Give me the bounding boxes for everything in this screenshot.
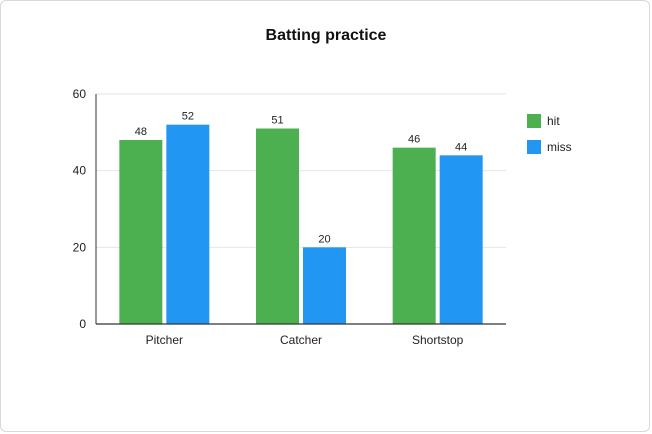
- data-label: 48: [135, 126, 147, 138]
- y-tick-label: 0: [79, 317, 86, 331]
- bar-hit-pitcher: [119, 140, 163, 324]
- data-label: 20: [318, 233, 330, 245]
- bar-hit-shortstop: [392, 147, 436, 324]
- data-label: 44: [455, 141, 467, 153]
- chart-title: Batting practice: [266, 27, 387, 44]
- grid-lines: [96, 93, 506, 248]
- data-label: 46: [408, 134, 420, 146]
- x-tick-label: Catcher: [280, 333, 322, 347]
- data-label: 52: [182, 111, 194, 123]
- legend: hit miss: [527, 114, 572, 154]
- legend-label-miss: miss: [547, 140, 572, 154]
- y-tick-label: 40: [73, 164, 87, 178]
- legend-label-hit: hit: [547, 114, 560, 128]
- bars-group: 48 52 51 20 46 44: [119, 111, 483, 325]
- y-axis: 0 20 40 60: [73, 87, 97, 331]
- bar-miss-shortstop: [439, 155, 483, 324]
- legend-swatch-hit: [527, 114, 541, 128]
- bar-miss-pitcher: [166, 124, 210, 325]
- data-label: 51: [271, 115, 283, 127]
- y-tick-label: 20: [73, 240, 87, 254]
- bar-hit-catcher: [256, 128, 299, 324]
- legend-swatch-miss: [527, 140, 541, 154]
- bar-miss-catcher: [303, 247, 346, 324]
- x-tick-label: Pitcher: [146, 333, 183, 347]
- x-tick-label: Shortstop: [412, 333, 464, 347]
- y-tick-label: 60: [73, 87, 87, 101]
- x-axis: Pitcher Catcher Shortstop: [96, 323, 506, 347]
